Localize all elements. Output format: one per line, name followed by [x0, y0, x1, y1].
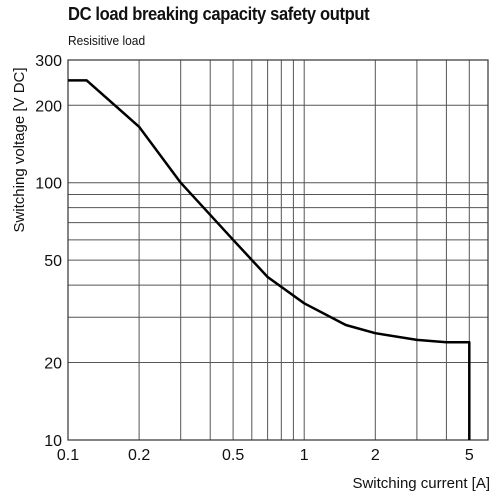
y-tick-label: 20	[44, 356, 62, 373]
x-tick-label: 1	[300, 447, 309, 464]
plot-frame	[67, 59, 489, 441]
y-axis-label: Switching voltage [V DC]	[11, 67, 28, 232]
y-tick-label: 200	[35, 98, 62, 115]
chart-subtitle: Resisitive load	[68, 33, 146, 48]
grid	[67, 59, 489, 441]
x-tick-label: 2	[371, 447, 380, 464]
x-axis-label: Switching current [A]	[352, 475, 490, 492]
x-tick-label: 5	[465, 447, 474, 464]
y-tick-label: 100	[35, 176, 62, 193]
chart-title: DC load breaking capacity safety output	[68, 4, 370, 24]
y-tick-label: 10	[44, 433, 62, 450]
y-tick-label: 300	[35, 53, 62, 70]
tick-labels: 0.1 0.2 0.5 1 2 5 10 20 50 100 200 300	[35, 53, 474, 464]
y-tick-label: 50	[44, 253, 62, 270]
x-tick-label: 0.2	[128, 447, 150, 464]
series-line	[68, 79, 471, 440]
x-tick-label: 0.1	[57, 447, 79, 464]
x-tick-label: 0.5	[222, 447, 244, 464]
series-layer	[68, 79, 471, 440]
